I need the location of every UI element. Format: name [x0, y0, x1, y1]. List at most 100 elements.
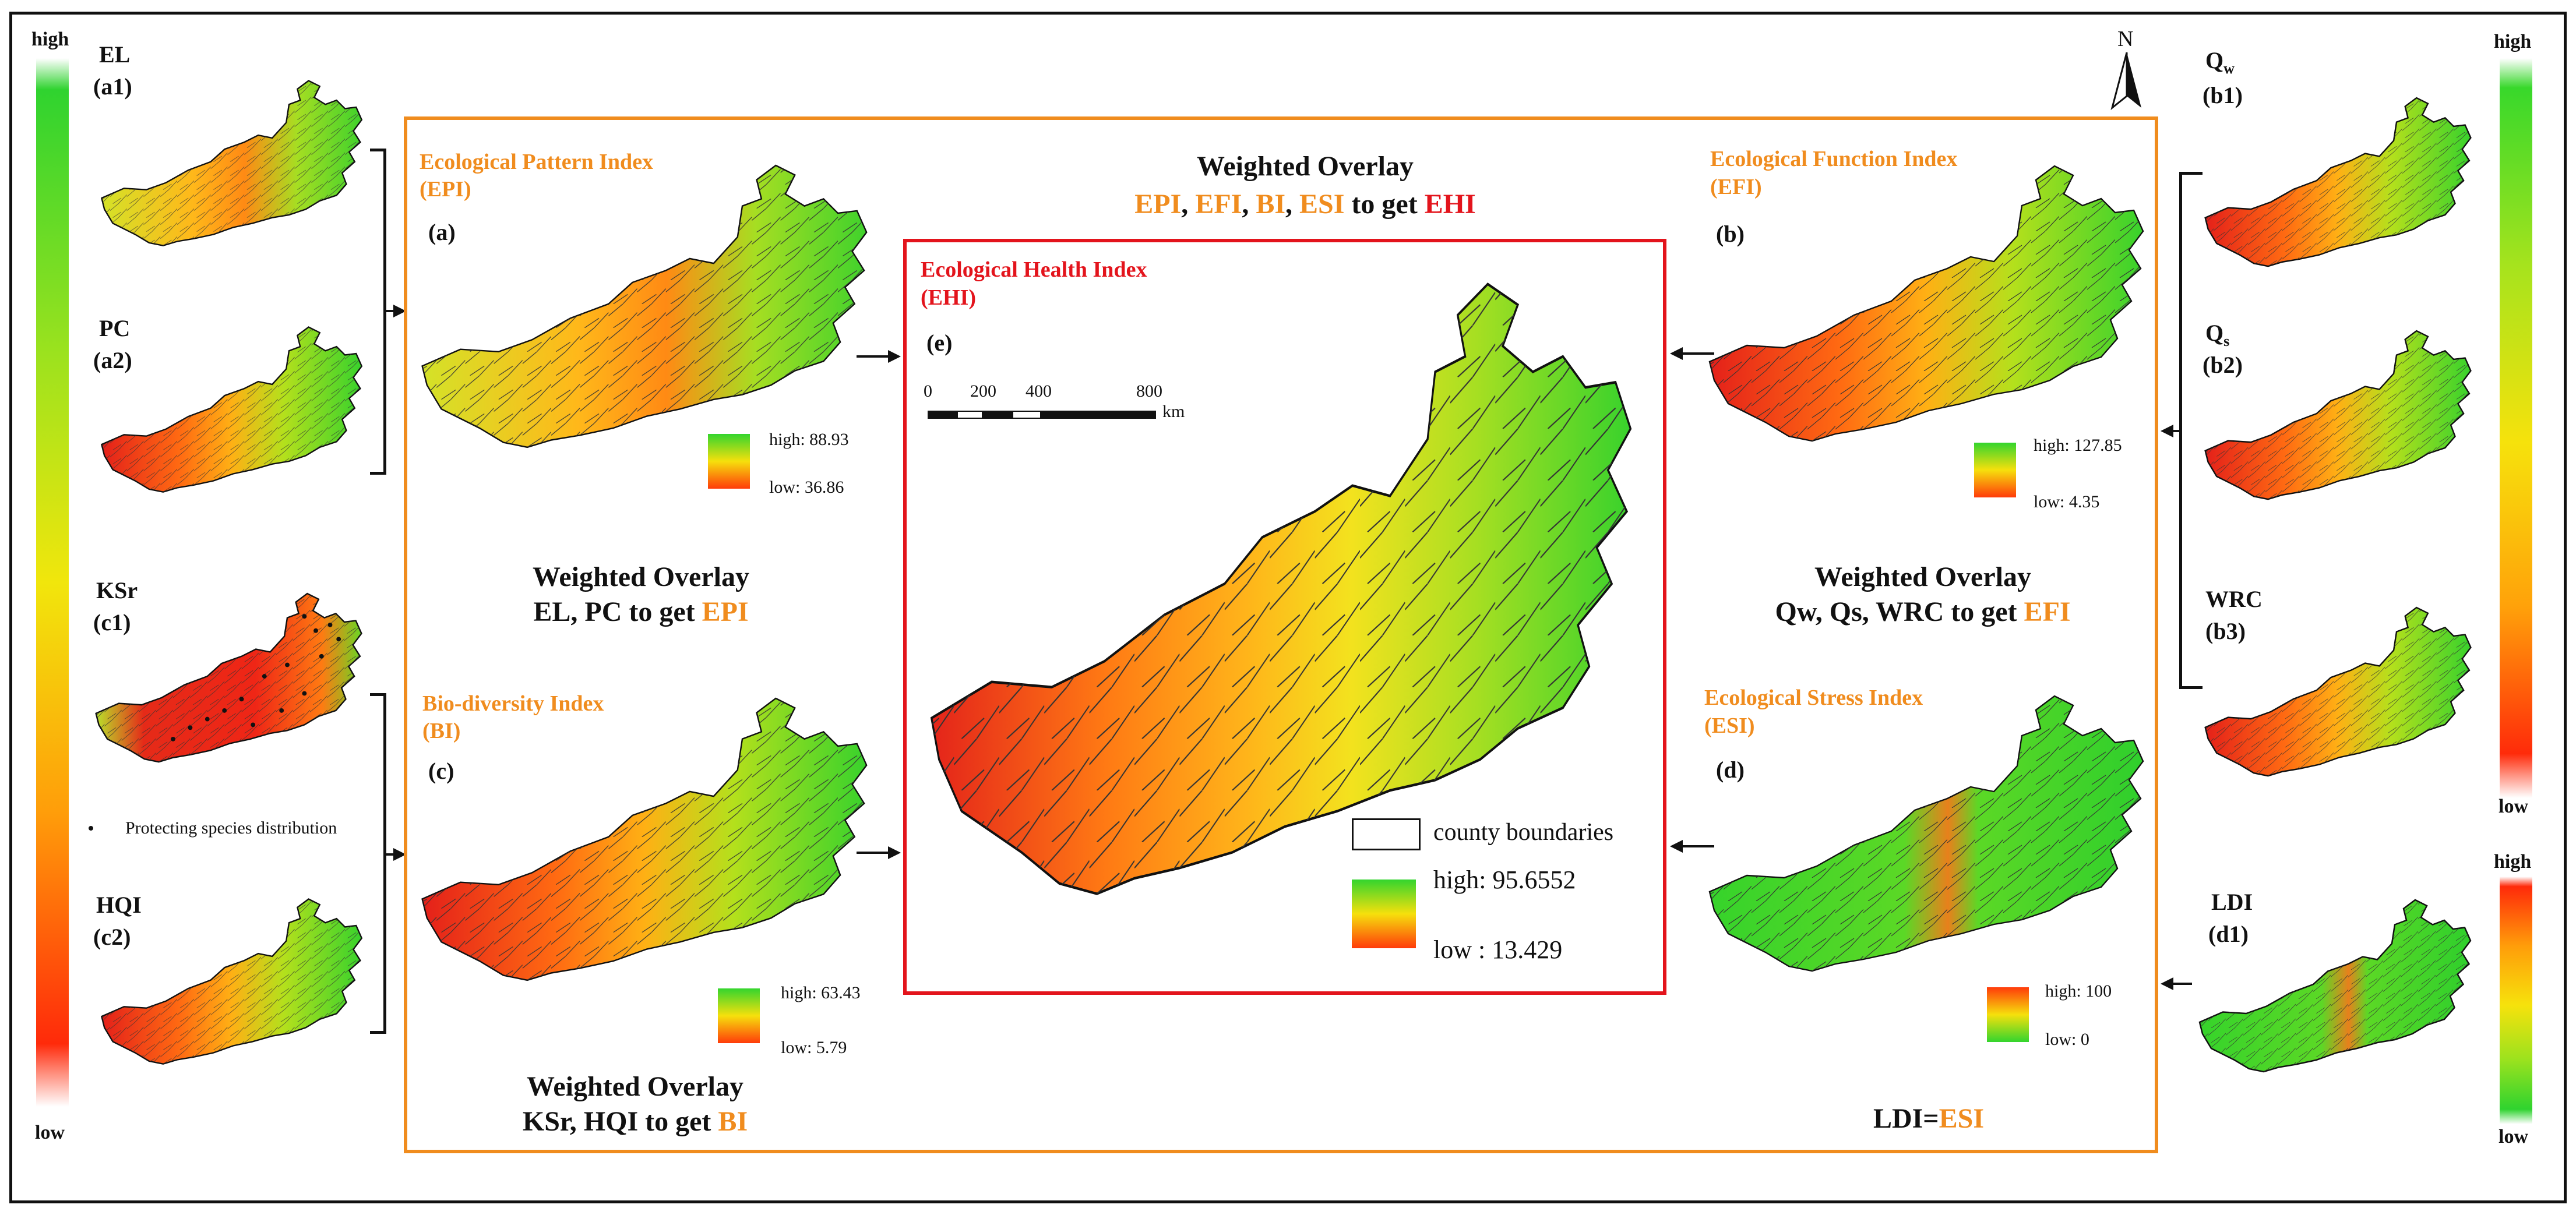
map-ldi [2198, 899, 2472, 1073]
efi-legend-low: low: 4.35 [2034, 492, 2100, 511]
ehi-legend-high: high: 95.6552 [1433, 866, 1576, 894]
layer-ksr-name: KSr [96, 577, 138, 603]
right-color-ramp [2500, 58, 2532, 798]
layer-hqi-id: (c2) [93, 924, 131, 950]
efi-wo-formula: Qw, Qs, WRC to get EFI [1775, 596, 2071, 627]
layer-qw-id: (b1) [2203, 82, 2243, 108]
map-pc [101, 326, 362, 493]
left-legend-low: low [35, 1122, 65, 1143]
epi-abbr: (EPI) [420, 177, 471, 202]
scale-unit: km [1162, 402, 1185, 421]
arrow-bi-to-ehi [857, 846, 901, 859]
esi-title: Ecological Stress Index [1704, 686, 1923, 710]
bracket-el-pc [370, 149, 386, 475]
map-wrc [2204, 606, 2472, 777]
center-heading: Weighted Overlay [1197, 151, 1414, 182]
map-hqi [101, 898, 362, 1065]
layer-ldi-name: LDI [2211, 889, 2253, 915]
ehi-legend-low: low : 13.429 [1433, 935, 1563, 964]
map-esi [1708, 695, 2144, 972]
esi-panel-label: (d) [1716, 757, 1745, 783]
bi-legend-swatch [718, 988, 760, 1043]
county-boundary-swatch [1352, 818, 1421, 850]
bracket-ksr-hqi [370, 693, 386, 1034]
epi-wo-formula: EL, PC to get EPI [533, 596, 749, 627]
map-qw [2204, 97, 2472, 267]
epi-legend-high: high: 88.93 [769, 430, 849, 449]
layer-ksr-id: (c1) [93, 609, 131, 635]
layer-wrc-id: (b3) [2205, 618, 2246, 644]
right-legend-high: high [2494, 31, 2532, 52]
layer-el-name: EL [99, 41, 131, 68]
layer-qs-name: Qs [2205, 320, 2230, 349]
esi-legend-swatch [1987, 987, 2029, 1042]
epi-legend-low: low: 36.86 [769, 478, 844, 497]
center-formula: EPI, EFI, BI, ESI to get EHI [1134, 189, 1476, 220]
layer-qs-id: (b2) [2203, 352, 2243, 378]
county-boundary-label: county boundaries [1433, 819, 1614, 846]
scale-tick-200: 200 [970, 382, 996, 401]
layer-pc-id: (a2) [93, 347, 132, 373]
esi-legend-low: low: 0 [2045, 1030, 2089, 1049]
left-color-ramp [36, 58, 69, 1107]
epi-title: Ecological Pattern Index [420, 150, 654, 174]
map-qs [2204, 330, 2472, 500]
map-ksr [95, 592, 362, 763]
efi-legend-swatch [1974, 443, 2016, 497]
layer-qw-name: Qw [2205, 47, 2235, 77]
esi-legend-high: high: 100 [2045, 981, 2112, 1001]
scale-tick-0: 0 [924, 382, 932, 401]
ehi-panel-label: (e) [926, 330, 953, 356]
bi-wo-formula: KSr, HQI to get BI [522, 1106, 748, 1137]
arrow-to-efi [2161, 425, 2180, 437]
layer-wrc-name: WRC [2205, 586, 2263, 612]
efi-abbr: (EFI) [1710, 175, 1762, 199]
ehi-panel [903, 239, 1666, 995]
overlay-panel [404, 116, 2158, 1153]
epi-wo-heading: Weighted Overlay [533, 561, 749, 592]
arrow-to-esi [2161, 977, 2192, 990]
layer-hqi-name: HQI [96, 892, 142, 918]
right-legend-low: low [2499, 796, 2528, 817]
map-efi [1708, 165, 2144, 442]
bracket-qw-qs-wrc [2179, 172, 2203, 689]
arrow-esi-to-ehi [1670, 840, 1714, 853]
esi-abbr: (ESI) [1704, 714, 1755, 738]
map-bi [421, 697, 868, 981]
bi-wo-heading: Weighted Overlay [527, 1071, 743, 1102]
arrow-efi-to-ehi [1670, 347, 1714, 360]
layer-pc-name: PC [99, 315, 131, 341]
efi-legend-high: high: 127.85 [2034, 436, 2122, 455]
arrow-to-bi [386, 848, 406, 861]
bi-abbr: (BI) [422, 719, 461, 743]
bi-legend-high: high: 63.43 [781, 983, 861, 1002]
ehi-legend-swatch [1352, 880, 1416, 948]
layer-ldi-id: (d1) [2208, 921, 2249, 947]
epi-legend-swatch [708, 434, 750, 489]
arrow-to-epi [386, 305, 406, 317]
epi-panel-label: (a) [428, 219, 456, 245]
left-legend-high: high [31, 29, 69, 50]
bi-legend-low: low: 5.79 [781, 1038, 847, 1057]
figure-frame [9, 12, 2567, 1203]
map-el [101, 80, 362, 246]
bi-panel-label: (c) [428, 758, 454, 784]
north-arrow-icon [2110, 52, 2141, 111]
ldi-legend-high: high [2494, 851, 2532, 873]
scale-tick-800: 800 [1136, 382, 1162, 401]
scale-tick-400: 400 [1026, 382, 1052, 401]
esi-equation: LDI=ESI [1873, 1103, 1985, 1134]
arrow-epi-to-ehi [857, 350, 901, 363]
ehi-title: Ecological Health Index [921, 257, 1147, 282]
species-note: Protecting species distribution [125, 818, 337, 838]
species-point-icon [89, 826, 93, 831]
ehi-abbr: (EHI) [921, 285, 976, 310]
bi-title: Bio-diversity Index [422, 691, 604, 716]
layer-el-id: (a1) [93, 73, 132, 100]
efi-title: Ecological Function Index [1710, 147, 1958, 171]
efi-wo-heading: Weighted Overlay [1814, 561, 2031, 592]
ldi-legend-low: low [2499, 1126, 2528, 1147]
north-label: N [2117, 27, 2134, 51]
efi-panel-label: (b) [1716, 221, 1745, 247]
ldi-color-ramp [2500, 877, 2532, 1124]
